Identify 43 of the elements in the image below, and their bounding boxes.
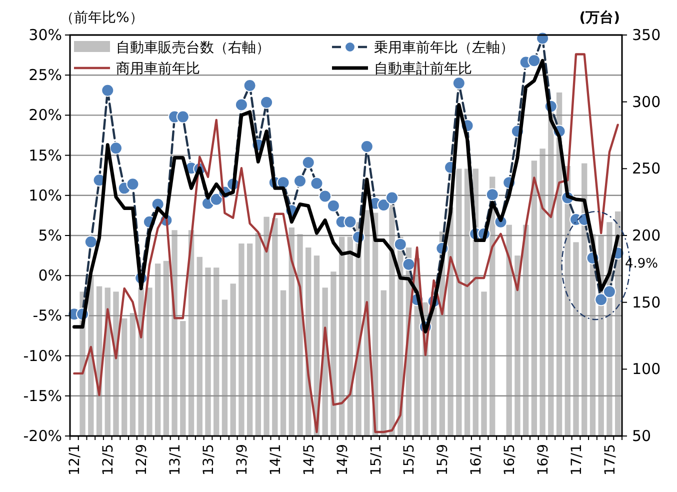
x-tick-label: 17/1 — [569, 444, 585, 476]
x-tick-label: 12/1 — [67, 444, 84, 476]
y2-tick-label: 200 — [632, 226, 661, 244]
y2-tick-label: 300 — [632, 92, 661, 111]
y-tick-label: -5% — [32, 306, 62, 325]
x-tick-label: 14/1 — [268, 444, 284, 476]
y2-axis-title: (万台) — [579, 10, 620, 26]
x-tick-label: 14/5 — [301, 444, 318, 476]
y2-tick-label: 350 — [632, 26, 661, 44]
y-tick-label: -20% — [23, 427, 62, 445]
y-tick-label: 10% — [28, 186, 62, 204]
x-tick-label: 15/5 — [402, 444, 418, 476]
x-tick-label: 13/9 — [234, 444, 250, 476]
x-tick-label: 14/9 — [334, 444, 351, 476]
x-tick-label: 17/5 — [602, 444, 618, 476]
y-tick-label: 25% — [28, 66, 62, 84]
x-tick-label: 16/5 — [502, 444, 518, 476]
x-tick-label: 13/5 — [201, 444, 217, 476]
y-tick-label: 5% — [38, 226, 62, 244]
y-tick-label: 20% — [28, 106, 62, 124]
y-tick-label: 0% — [38, 266, 62, 285]
y-tick-label: 30% — [28, 26, 62, 44]
x-tick-label: 12/5 — [100, 444, 117, 476]
legend-label: 乗用車前年比（左軸） — [374, 40, 514, 56]
x-tick-label: 15/9 — [435, 444, 452, 476]
legend-label: 商用車前年比 — [116, 61, 200, 77]
y2-tick-label: 50 — [632, 427, 652, 445]
y-axis-title: （前年比%） — [60, 10, 144, 26]
x-tick-label: 15/1 — [368, 444, 384, 476]
legend-label: 自動車計前年比 — [374, 61, 472, 77]
y2-tick-label: 100 — [632, 360, 661, 378]
x-tick-label: 13/1 — [168, 444, 184, 476]
y2-tick-label: 250 — [632, 160, 661, 178]
x-tick-label: 16/9 — [536, 444, 552, 476]
legend-label: 自動車販売台数（右軸） — [116, 40, 270, 56]
x-tick-label: 12/9 — [134, 444, 150, 476]
y-tick-label: 15% — [28, 146, 62, 164]
y-tick-label: -15% — [23, 386, 62, 405]
text: 4.9% — [625, 256, 658, 272]
y2-tick-label: 150 — [632, 293, 661, 312]
x-tick-label: 16/1 — [468, 444, 485, 476]
line-series — [73, 53, 619, 434]
y-tick-label: -10% — [23, 346, 62, 365]
